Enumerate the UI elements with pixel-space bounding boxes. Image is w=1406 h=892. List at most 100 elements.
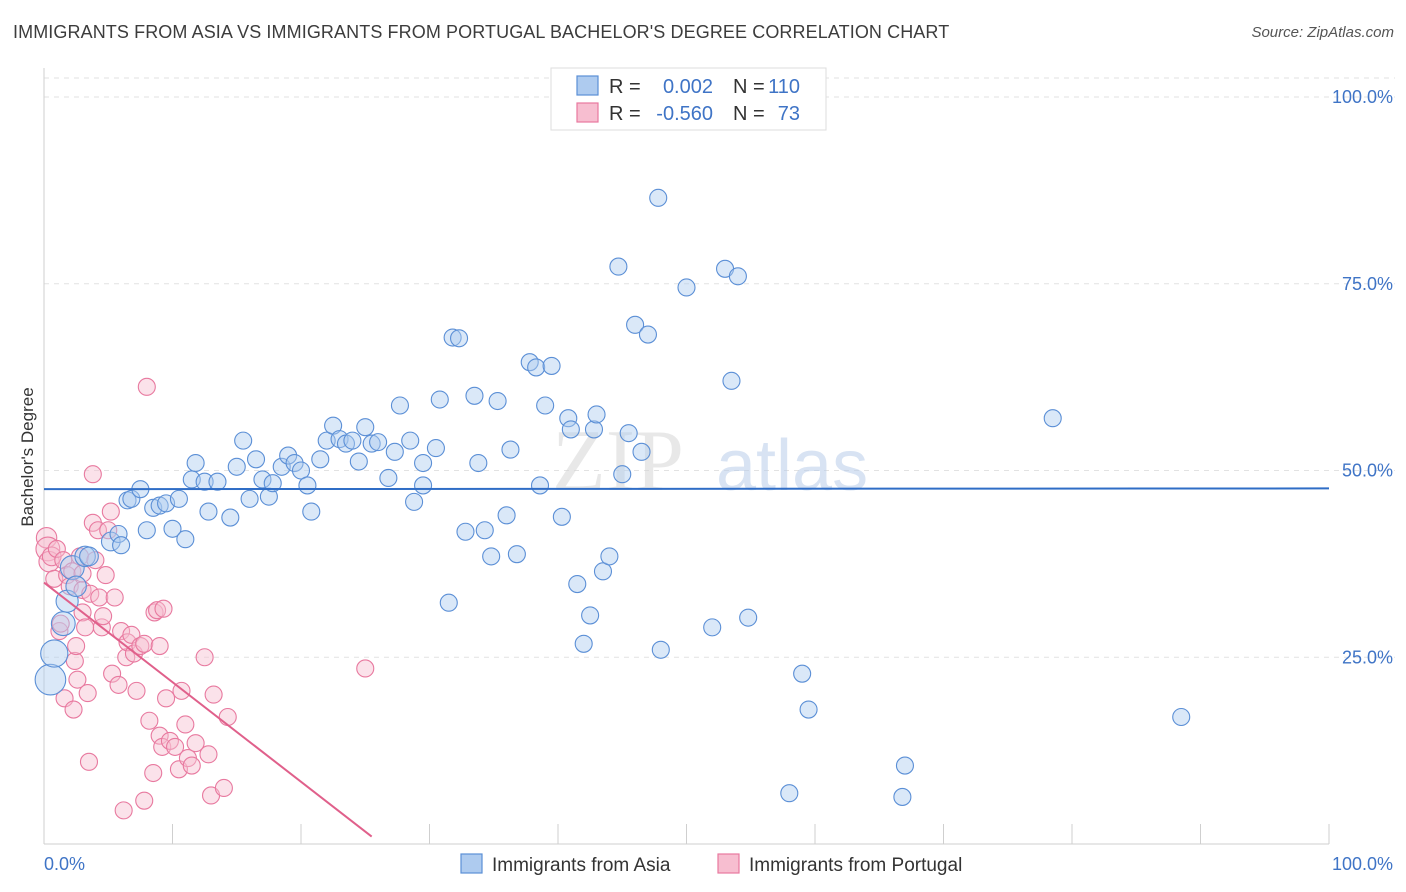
portugal-point-21 — [78, 684, 97, 703]
asia-point-60 — [443, 328, 462, 347]
asia-point-55 — [414, 453, 433, 473]
asia-point-75 — [542, 356, 561, 375]
portugal-point-52 — [150, 636, 169, 656]
asia-point-87 — [619, 424, 638, 443]
asia-point-90 — [638, 325, 658, 344]
asia-point-89 — [632, 442, 651, 461]
asia-point-85 — [600, 547, 619, 566]
trend-lines — [43, 487, 1330, 838]
asia-point-8 — [100, 531, 121, 552]
asia-point-6 — [74, 545, 96, 568]
asia-point-33 — [263, 474, 282, 493]
portugal-point-46 — [135, 634, 154, 653]
grid-lines — [44, 77, 1395, 658]
bottom-legend-swatch-asia — [460, 853, 483, 874]
portugal-point-36 — [109, 675, 128, 694]
asia-point-84 — [593, 562, 613, 581]
portugal-point-56 — [157, 689, 176, 708]
asia-point-50 — [379, 468, 398, 488]
portugal-point-37 — [112, 622, 131, 641]
portugal-point-13 — [64, 700, 83, 719]
legend-r-value-portugal: -0.560 — [656, 103, 713, 125]
portugal-point-34 — [103, 664, 122, 683]
asia-point-78 — [561, 420, 580, 439]
asia-point-74 — [536, 396, 555, 415]
asia-point-99 — [780, 784, 799, 803]
asia-point-30 — [246, 450, 266, 469]
asia-point-64 — [469, 453, 488, 473]
asia-point-14 — [137, 521, 156, 540]
y-tick-labels: 25.0% 50.0% 75.0% 100.0% — [1332, 87, 1393, 667]
asia-point-96 — [722, 371, 741, 390]
asia-point-76 — [552, 507, 571, 526]
portugal-point-68 — [204, 685, 223, 704]
asia-point-7 — [79, 546, 99, 567]
portugal-point-70 — [218, 707, 237, 727]
y-axis-label: Bachelor's Degree — [18, 387, 37, 526]
asia-point-69 — [501, 440, 520, 459]
portugal-point-69 — [214, 778, 233, 798]
asia-point-0 — [34, 663, 67, 696]
portugal-point-35 — [105, 588, 124, 607]
portugal-point-55 — [154, 599, 173, 618]
portugal-trend-line — [43, 581, 373, 838]
y-tick-label-2: 75.0% — [1342, 274, 1393, 294]
legend-r-label-portugal: R = — [609, 103, 641, 125]
asia-point-52 — [390, 396, 409, 415]
portugal-point-63 — [182, 756, 201, 775]
portugal-point-20 — [76, 618, 95, 637]
asia-point-26 — [221, 508, 240, 527]
asia-point-38 — [298, 476, 317, 495]
legend-n-label-portugal: N = — [733, 103, 765, 125]
asia-point-61 — [450, 329, 469, 348]
y-tick-label-1: 50.0% — [1342, 461, 1393, 481]
portugal-point-5 — [47, 539, 66, 558]
asia-point-104 — [1043, 409, 1062, 428]
portugal-point-22 — [79, 752, 99, 771]
portugal-point-49 — [144, 763, 163, 783]
asia-point-31 — [253, 470, 272, 489]
asia-point-103 — [895, 756, 915, 775]
asia-point-58 — [430, 390, 449, 409]
portugal-point-45 — [135, 791, 154, 810]
portugal-point-57 — [160, 731, 179, 750]
asia-point-45 — [343, 431, 362, 450]
asia-point-92 — [651, 640, 670, 659]
asia-point-100 — [793, 664, 812, 683]
legend-r-label-asia: R = — [609, 76, 641, 98]
asia-point-77 — [559, 409, 578, 428]
asia-point-59 — [439, 593, 458, 612]
portugal-point-31 — [96, 566, 115, 585]
asia-point-1 — [40, 639, 69, 668]
asia-point-91 — [649, 188, 668, 207]
asia-point-72 — [527, 358, 546, 377]
asia-point-2 — [50, 611, 76, 637]
asia-point-27 — [227, 457, 246, 476]
watermark: ZIP atlas — [552, 413, 868, 510]
asia-point-81 — [581, 606, 600, 625]
asia-point-57 — [426, 439, 445, 458]
asia-point-105 — [1172, 707, 1191, 727]
asia-point-53 — [401, 431, 420, 450]
asia-point-97 — [728, 267, 747, 286]
bottom-legend-swatch-portugal — [717, 853, 740, 874]
asia-point-73 — [530, 476, 550, 495]
legend-swatch-asia — [576, 75, 599, 96]
asia-point-39 — [302, 502, 321, 521]
asia-point-23 — [195, 472, 214, 491]
portugal-point-15 — [67, 636, 86, 656]
legend-n-value-asia: 110 — [768, 76, 800, 98]
asia-point-48 — [362, 434, 381, 453]
asia-point-49 — [369, 433, 388, 452]
portugal-point-71 — [356, 659, 375, 678]
asia-point-56 — [414, 476, 433, 495]
legend-r-value-asia: 0.002 — [663, 76, 713, 98]
asia-point-19 — [169, 489, 188, 508]
portugal-point-28 — [90, 588, 109, 607]
portugal-point-7 — [51, 614, 70, 633]
source-label: Source: ZipAtlas.com — [1251, 24, 1394, 41]
asia-point-9 — [109, 524, 128, 544]
legend-n-value-portugal: 73 — [778, 103, 800, 125]
x-tick-labels: 0.0% 100.0% — [44, 854, 1393, 874]
portugal-point-48 — [140, 711, 159, 730]
